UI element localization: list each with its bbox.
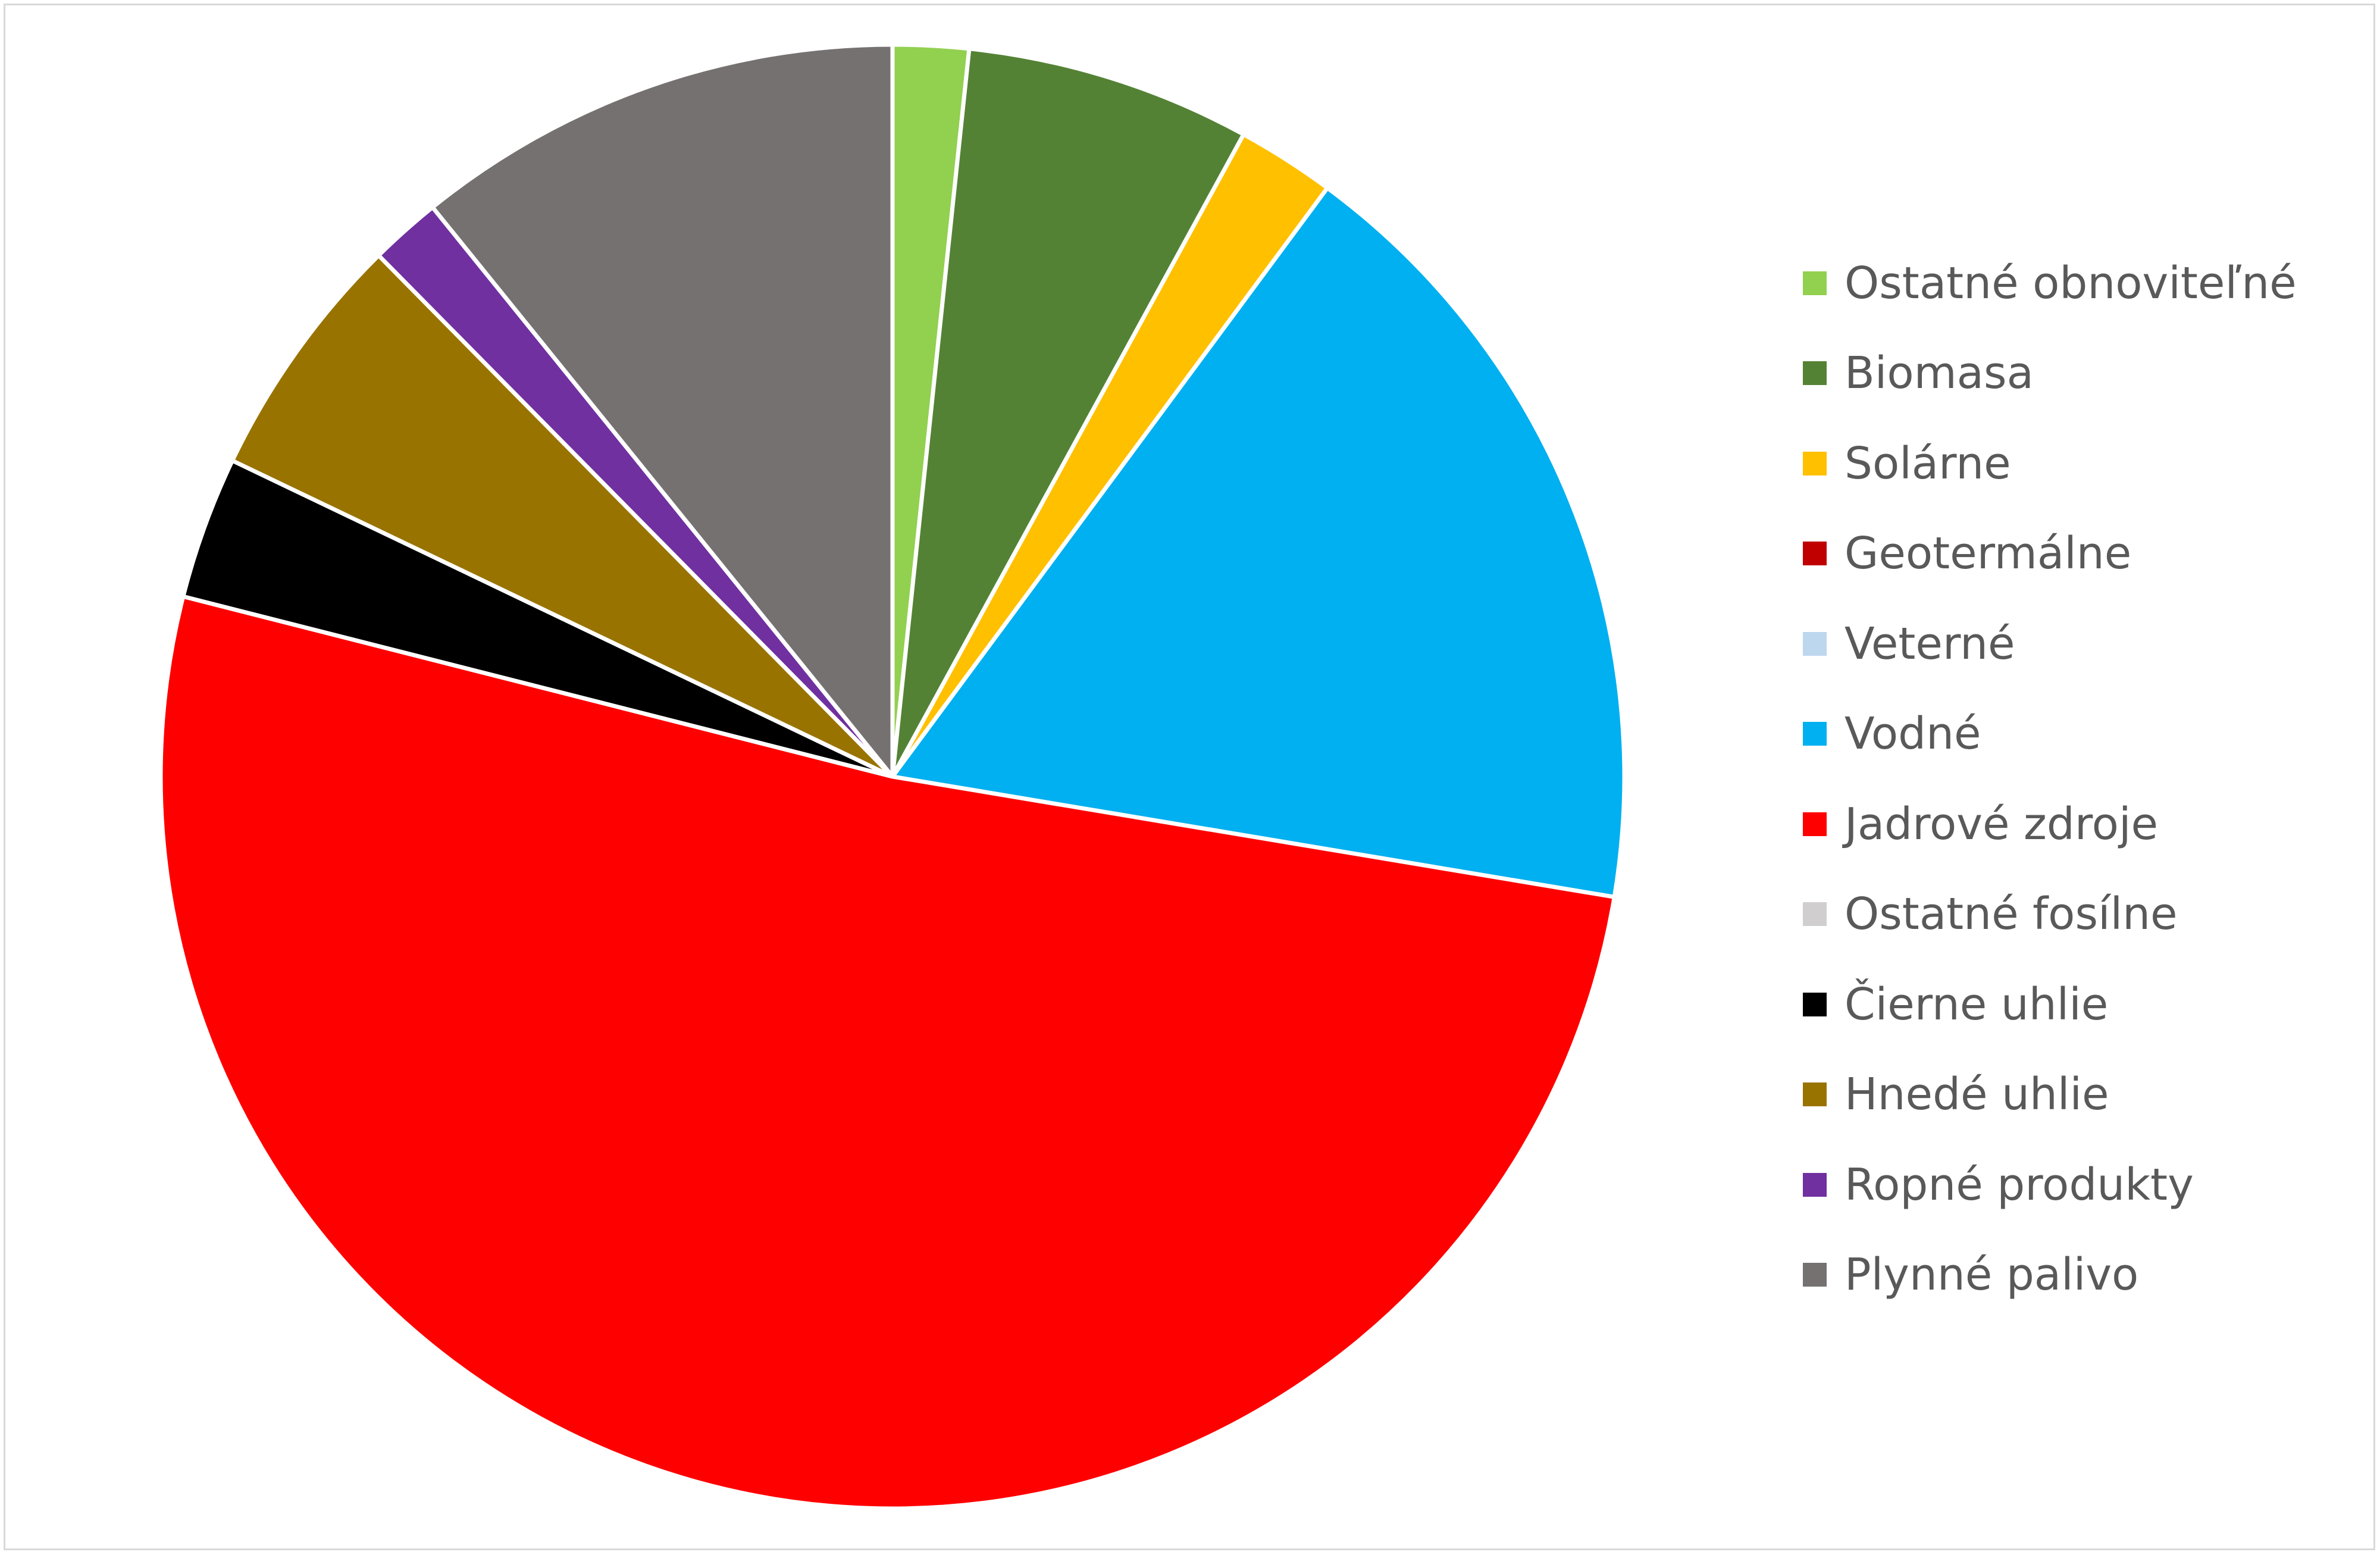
legend-item-ostatne-fosilne: Ostatné fosílne [1803,869,2368,960]
legend-item-hnede-uhlie: Hnedé uhlie [1803,1050,2368,1140]
pie-slice-vodne [890,186,1627,899]
legend-label: Geotermálne [1844,528,2132,580]
legend-swatch [1803,1172,1827,1197]
legend: Ostatné obnoviteľné Biomasa Solárne Geot… [1803,238,2368,1320]
legend-label: Veterné [1844,618,2015,669]
legend-item-jadrove-zdroje: Jadrové zdroje [1803,779,2368,869]
legend-label: Vodné [1844,708,1981,760]
legend-item-vodne: Vodné [1803,689,2368,780]
legend-item-cierne-uhlie: Čierne uhlie [1803,959,2368,1050]
legend-label: Jadrové zdroje [1844,798,2159,850]
legend-swatch [1803,271,1827,295]
legend-swatch [1803,1263,1827,1287]
legend-label: Ropné produkty [1844,1159,2194,1210]
legend-label: Čierne uhlie [1844,978,2109,1030]
legend-swatch [1803,451,1827,475]
legend-item-ropne-produkty: Ropné produkty [1803,1140,2368,1230]
pie-slice-biomasa [890,46,1246,779]
legend-item-biomasa: Biomasa [1803,328,2368,419]
legend-label: Ostatné fosílne [1844,888,2178,940]
legend-item-veterne: Veterné [1803,599,2368,689]
legend-item-ostatne-obnovitelne: Ostatné obnoviteľné [1803,238,2368,328]
legend-item-geotermalne: Geotermálne [1803,509,2368,599]
legend-swatch [1803,992,1827,1016]
legend-swatch [1803,902,1827,927]
legend-label: Plynné palivo [1844,1249,2139,1301]
legend-swatch [1803,812,1827,836]
legend-label: Biomasa [1844,348,2034,399]
legend-item-plynne-palivo: Plynné palivo [1803,1230,2368,1321]
legend-label: Solárne [1844,437,2011,489]
legend-swatch [1803,1082,1827,1107]
legend-swatch [1803,361,1827,386]
legend-label: Hnedé uhlie [1844,1069,2109,1121]
pie-slice-jadrove-zdroje [158,594,1617,1511]
legend-swatch [1803,542,1827,566]
pie-slice-cierne-uhlie [181,458,895,779]
legend-swatch [1803,631,1827,656]
pie-slice-plynne-palivo [430,42,895,779]
legend-swatch [1803,722,1827,746]
legend-label: Ostatné obnoviteľné [1844,257,2297,309]
pie-slices [158,42,1627,1511]
pie-slice-hnede-uhlie [230,253,895,779]
legend-item-solarne: Solárne [1803,418,2368,509]
